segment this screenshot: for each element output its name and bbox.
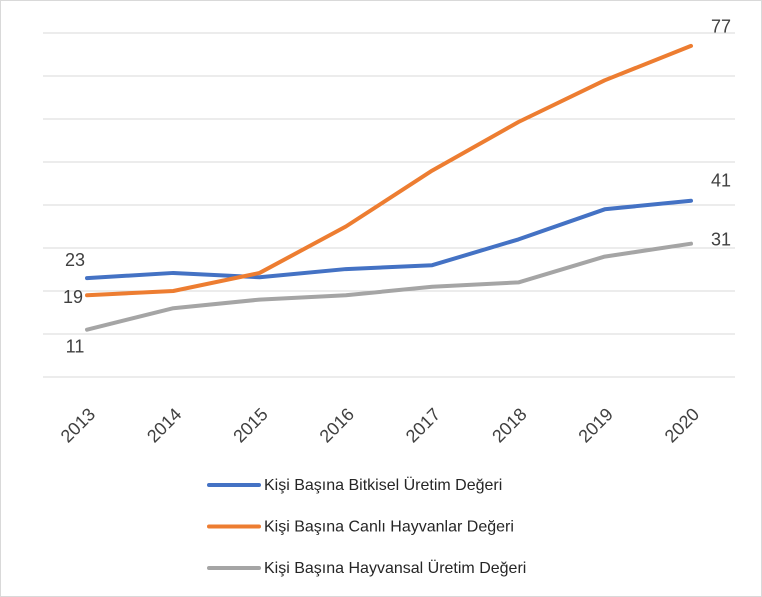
legend-label: Kişi Başına Canlı Hayvanlar Değeri <box>264 519 514 536</box>
data-label: 31 <box>711 229 731 249</box>
data-label: 77 <box>711 17 731 37</box>
legend-label: Kişi Başına Hayvansal Üretim Değeri <box>264 559 526 577</box>
data-label: 23 <box>65 250 85 270</box>
series-line <box>85 43 693 298</box>
legend-label: Kişi Başına Bitkisel Üretim Değeri <box>264 476 502 494</box>
data-label: 11 <box>66 336 85 356</box>
data-label: 41 <box>711 170 731 190</box>
series-line <box>85 198 693 281</box>
data-label: 19 <box>63 287 83 307</box>
series-line <box>85 241 693 332</box>
